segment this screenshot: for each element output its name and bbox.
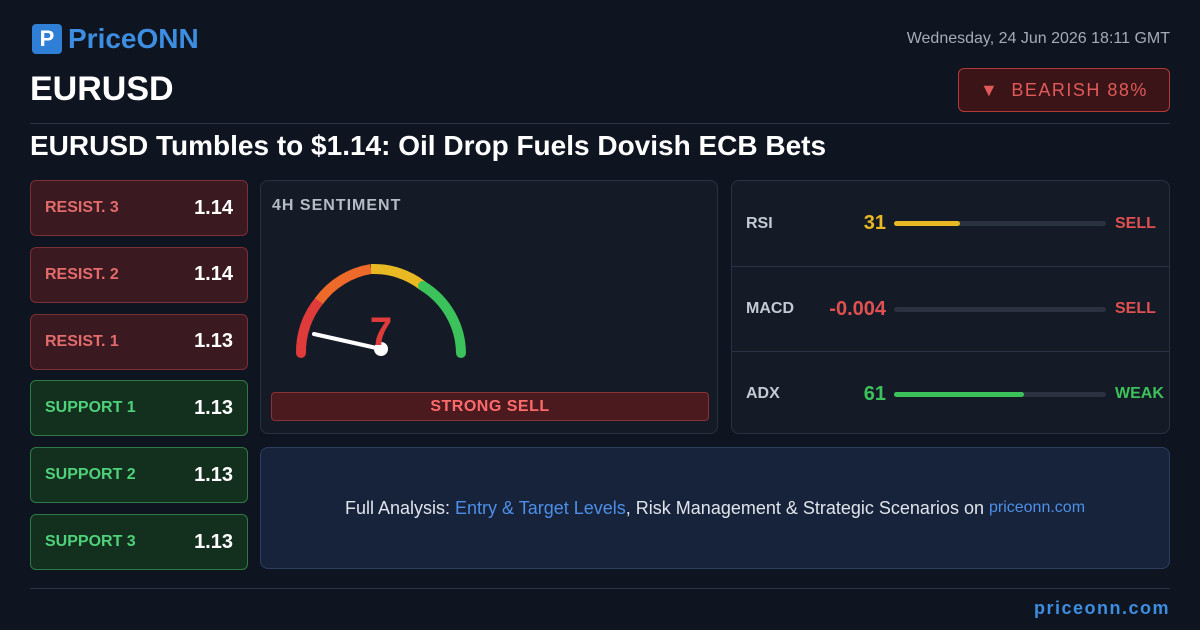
badge-text: BEARISH 88% [1011,79,1148,100]
symbol: EURUSD [30,70,174,108]
indicator-track [894,391,1106,397]
gauge-needle [312,332,383,351]
level-label: RESIST. 1 [45,332,119,350]
gauge: 7 [295,263,466,358]
indicator-value: 31 [863,212,886,234]
cta-text: , Risk Management & Strategic Scenarios … [625,497,984,518]
indicator-track [894,221,1106,226]
gauge-arc [295,296,324,358]
sentiment-title: 4H SENTIMENT [272,197,402,214]
indicator-row: RSI 31 SELL [732,181,1169,266]
indicator-name: ADX [746,385,780,402]
indicator-name: RSI [746,214,773,232]
level-box: SUPPORT 3 1.13 [30,514,248,570]
cta-site: priceonn.com [988,499,1086,516]
gauge-arc [314,264,372,305]
indicator-fill [894,221,960,226]
gauge-arc [418,281,466,358]
level-box: SUPPORT 2 1.13 [30,447,248,504]
logo-text: PriceONN [68,23,199,54]
indicators-panel: RSI 31 SELL MACD -0.004 SELL ADX 61 WEAK [731,180,1170,434]
level-value: 1.14 [194,263,233,286]
level-box: SUPPORT 1 1.13 [30,380,248,437]
indicator-value: -0.004 [829,297,886,320]
indicator-value: 61 [863,382,886,405]
level-label: SUPPORT 3 [45,533,136,550]
level-label: SUPPORT 2 [45,466,136,484]
level-label: SUPPORT 1 [45,399,136,417]
level-box: RESIST. 3 1.14 [30,180,248,236]
sentiment-signal: STRONG SELL [271,392,709,421]
sentiment-panel: 4H SENTIMENT 7 STRONG SELL [260,180,718,434]
logo-icon: P [32,24,62,54]
indicator-signal: WEAK [1115,385,1164,402]
sentiment-score: 7 [370,310,392,354]
level-value: 1.14 [194,196,233,219]
level-label: RESIST. 2 [45,265,119,283]
logo: P PriceONN [32,22,199,56]
cta-box: Full Analysis: Entry & Target Levels , R… [260,447,1170,569]
indicator-fill [894,391,1024,397]
cta-link: Entry & Target Levels [455,497,626,518]
footer-site: priceonn.com [1033,598,1170,618]
indicator-name: MACD [746,300,794,317]
level-value: 1.13 [194,463,233,486]
divider [30,588,1170,589]
sentiment-badge: ▼ BEARISH 88% [958,68,1170,112]
indicator-signal: SELL [1115,214,1156,232]
indicator-track [894,306,1106,312]
indicator-signal: SELL [1115,300,1156,317]
indicator-row: ADX 61 WEAK [732,351,1169,436]
indicator-row: MACD -0.004 SELL [732,266,1169,351]
level-value: 1.13 [194,330,233,353]
divider [30,123,1170,124]
needle-hub [374,342,388,356]
down-arrow: ▼ [980,79,1000,100]
level-value: 1.13 [194,530,233,553]
headline: EURUSD Tumbles to $1.14: Oil Drop Fuels … [30,130,827,161]
level-value: 1.13 [194,396,233,419]
level-box: RESIST. 1 1.13 [30,313,248,370]
level-box: RESIST. 2 1.14 [30,246,248,303]
gauge-arc [370,263,427,291]
cta-text: Full Analysis: [344,497,451,518]
datetime: Wednesday, 24 Jun 2026 18:11 GMT [906,30,1170,47]
level-label: RESIST. 3 [45,199,119,216]
